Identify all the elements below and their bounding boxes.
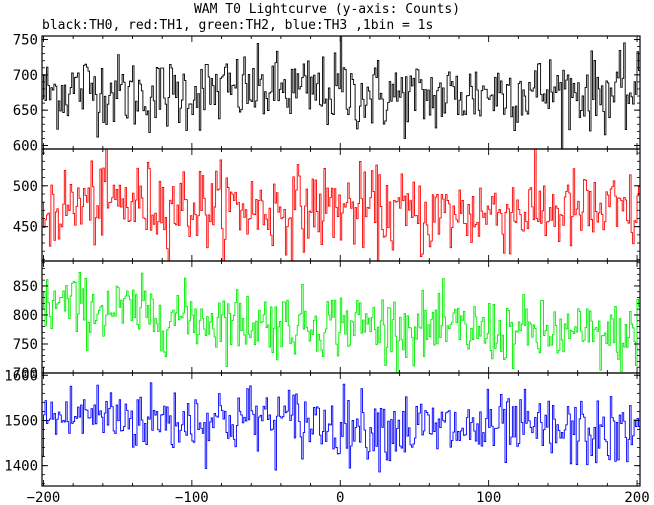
chart-title: WAM T0 Lightcurve (y-axis: Counts) [193, 2, 461, 17]
y-tick-label: 450 [13, 220, 38, 236]
panel-frame [41, 148, 641, 262]
y-tick-label: 700 [13, 68, 38, 84]
lightcurve-th3 [42, 382, 640, 473]
chart-subtitle: black:TH0, red:TH1, green:TH2, blue:TH3 … [42, 18, 434, 33]
x-tick-label: −200 [27, 490, 61, 505]
x-tick-label: −100 [175, 490, 209, 505]
x-tick-label: 200 [624, 490, 649, 505]
lightcurve-th2 [42, 272, 640, 373]
y-tick-label: 600 [13, 138, 38, 154]
x-tick-label: 100 [476, 490, 501, 505]
y-tick-label: 1500 [4, 413, 38, 429]
x-tick-label: 0 [336, 490, 344, 505]
y-tick-label: 750 [13, 337, 38, 353]
y-tick-label: 850 [13, 279, 38, 295]
y-tick-label: 1600 [4, 368, 38, 384]
y-tick-label: 650 [13, 103, 38, 119]
panel-frame [41, 372, 641, 487]
lightcurve-th0 [42, 36, 640, 149]
panel-frame [41, 260, 641, 374]
y-tick-label: 800 [13, 308, 38, 324]
y-tick-label: 500 [13, 179, 38, 195]
y-tick-label: 1400 [4, 459, 38, 475]
panel-frame [41, 35, 641, 150]
y-tick-label: 750 [13, 33, 38, 49]
lightcurve-th1 [42, 149, 640, 261]
y-tick-label: 700 [13, 366, 38, 382]
